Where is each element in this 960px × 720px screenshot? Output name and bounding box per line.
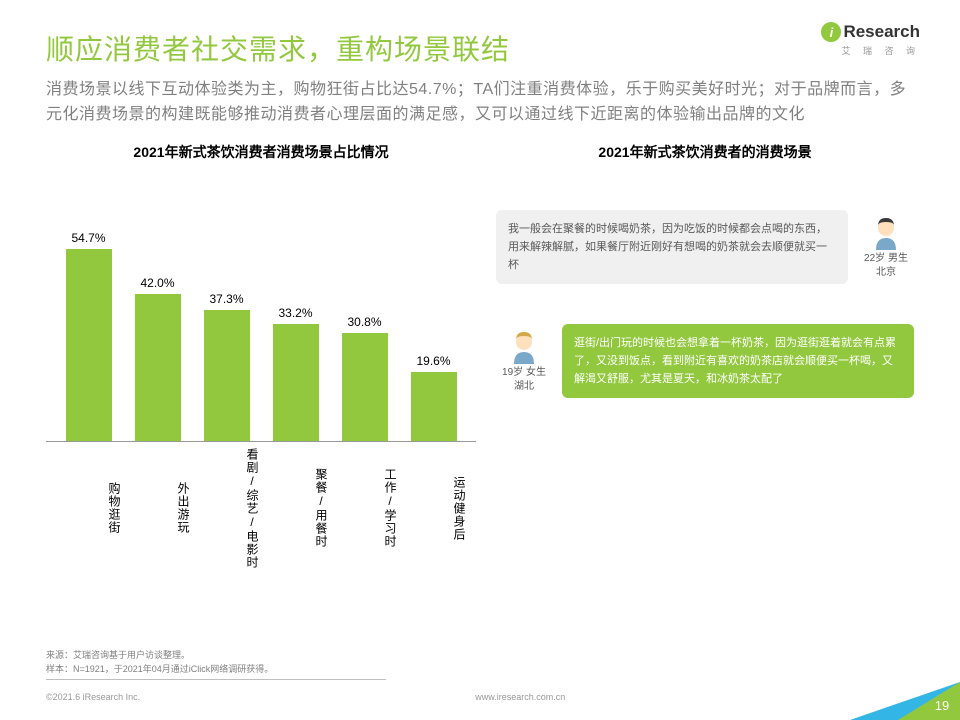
quote-bubble: 逛街/出门玩的时候也会想拿着一杯奶茶，因为逛街逛着就会有点累了，又没到饭点，看到… [562, 324, 914, 398]
bar-value-label: 54.7% [71, 231, 105, 245]
quote-bubble: 我一般会在聚餐的时候喝奶茶，因为吃饭的时候都会点喝的东西，用来解辣解腻，如果餐厅… [496, 210, 848, 284]
avatar-icon [868, 214, 904, 250]
bar-col-4: 30.8% [330, 315, 399, 441]
bar-col-0: 54.7% [54, 231, 123, 440]
right-title: 2021年新式茶饮消费者的消费场景 [496, 142, 914, 162]
bar-category-label: 购物逛街 [54, 448, 123, 569]
copyright: ©2021.6 iResearch Inc. www.iresearch.com… [46, 692, 565, 702]
quote-row-1: 19岁 女生 湖北 逛街/出门玩的时候也会想拿着一杯奶茶，因为逛街逛着就会有点累… [496, 324, 914, 398]
quote-avatar: 19岁 女生 湖北 [496, 328, 552, 394]
avatar-label-2: 北京 [876, 266, 896, 280]
source-line-1: 来源：艾瑞咨询基于用户访谈整理。 [46, 649, 386, 663]
bar [342, 333, 388, 441]
bar [273, 324, 319, 440]
avatar-icon [506, 328, 542, 364]
bar-category-label: 工作/学习时 [330, 448, 399, 569]
bar-category-label: 运动健身后 [399, 448, 468, 569]
logo-i-icon: i [821, 22, 841, 42]
bar [411, 372, 457, 441]
bar-value-label: 30.8% [347, 315, 381, 329]
bar [66, 249, 112, 440]
quote-avatar: 22岁 男生 北京 [858, 214, 914, 280]
bar-col-2: 37.3% [192, 292, 261, 441]
bar-value-label: 19.6% [416, 354, 450, 368]
bar [204, 310, 250, 441]
logo: i Research 艾 瑞 咨 询 [821, 22, 920, 57]
source-line-2: 样本：N=1921，于2021年04月通过iClick网络调研获得。 [46, 663, 386, 677]
logo-subtitle: 艾 瑞 咨 询 [821, 44, 920, 57]
page-subtitle: 消费场景以线下互动体验类为主，购物狂街占比达54.7%；TA们注重消费体验，乐于… [46, 78, 914, 128]
logo-text: Research [843, 22, 920, 42]
quote-row-0: 我一般会在聚餐的时候喝奶茶，因为吃饭的时候都会点喝的东西，用来解辣解腻，如果餐厅… [496, 210, 914, 284]
page-title: 顺应消费者社交需求，重构场景联结 [46, 28, 914, 68]
bar-value-label: 33.2% [278, 306, 312, 320]
avatar-label-2: 湖北 [514, 380, 534, 394]
avatar-label-1: 22岁 男生 [864, 252, 908, 266]
chart-title: 2021年新式茶饮消费者消费场景占比情况 [46, 142, 476, 162]
source-note: 来源：艾瑞咨询基于用户访谈整理。 样本：N=1921，于2021年04月通过iC… [46, 649, 386, 680]
bar-value-label: 42.0% [140, 276, 174, 290]
bar-chart: 54.7% 42.0% 37.3% 33.2% 30.8% 19.6% 购物逛街… [46, 192, 476, 542]
bar [135, 294, 181, 441]
bar-category-label: 看剧/综艺/电影时 [192, 448, 261, 569]
page-number: 19 [924, 690, 960, 720]
bar-category-label: 聚餐/用餐时 [261, 448, 330, 569]
bar-col-5: 19.6% [399, 354, 468, 441]
bar-col-3: 33.2% [261, 306, 330, 440]
bar-value-label: 37.3% [209, 292, 243, 306]
bar-category-label: 外出游玩 [123, 448, 192, 569]
bar-col-1: 42.0% [123, 276, 192, 441]
avatar-label-1: 19岁 女生 [502, 366, 546, 380]
